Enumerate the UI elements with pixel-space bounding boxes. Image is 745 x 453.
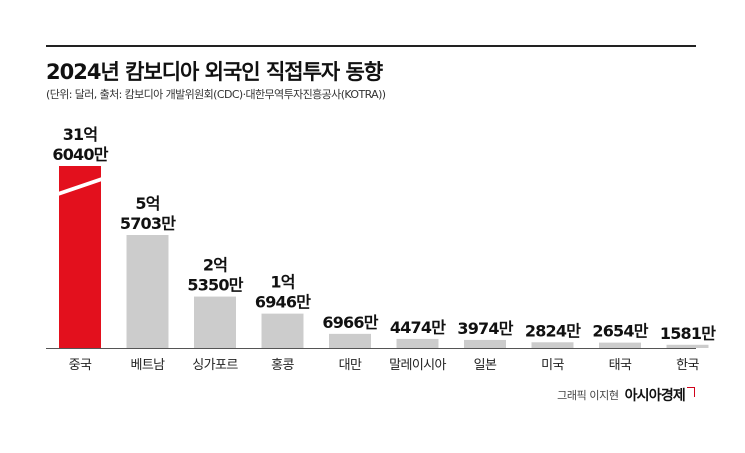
chart-title: 2024년 캄보디아 외국인 직접투자 동향: [46, 60, 383, 84]
data-label-8-0: 2654만: [592, 322, 648, 341]
data-label-9-0: 1581만: [660, 324, 716, 343]
bar-0: [59, 166, 101, 348]
bar-5: [396, 338, 439, 348]
category-label-2: 싱가포르: [192, 358, 238, 373]
data-label-3-0: 1억: [270, 273, 294, 292]
category-label-8: 태국: [609, 358, 632, 373]
brand-mark-icon: [687, 387, 695, 397]
bar-6: [464, 339, 506, 348]
data-label-1-0: 5억: [135, 194, 159, 213]
footer: 그래픽 이지현 아시아경제: [557, 385, 695, 405]
category-label-3: 홍콩: [271, 358, 294, 373]
data-label-0-1: 6040만: [52, 145, 108, 164]
bar-7: [531, 342, 574, 348]
category-label-4: 대만: [339, 358, 362, 373]
category-label-7: 미국: [541, 358, 564, 373]
brand-logo: 아시아경제: [624, 388, 686, 404]
data-label-5-0: 4474만: [390, 318, 446, 337]
graphic-credit: 그래픽 이지현: [557, 389, 619, 402]
data-label-7-0: 2824만: [525, 321, 581, 340]
bar-3: [261, 313, 304, 348]
axis-break-mark: [58, 177, 102, 196]
chart-subtitle: (단위: 달러, 출처: 캄보디아 개발위원회(CDC)·대한무역투자진흥공사(…: [46, 88, 386, 101]
data-label-6-0: 3974만: [457, 319, 513, 338]
bar-8: [599, 342, 641, 348]
category-label-6: 일본: [474, 358, 497, 373]
data-label-1-1: 5703만: [120, 214, 176, 233]
data-label-2-1: 5350만: [187, 276, 243, 295]
bar-2: [194, 296, 236, 348]
data-label-2-0: 2억: [203, 256, 227, 275]
data-label-4-0: 6966만: [322, 313, 378, 332]
category-label-9: 한국: [676, 358, 699, 373]
bar-1: [126, 235, 169, 348]
data-label-3-1: 6946만: [255, 293, 311, 312]
top-rule: [46, 45, 696, 47]
category-label-0: 중국: [69, 358, 92, 373]
category-label-5: 말레이시아: [389, 358, 446, 373]
data-label-0-0: 31억: [63, 125, 98, 144]
category-label-1: 베트남: [130, 358, 165, 373]
bar-9: [666, 344, 709, 348]
bar-4: [329, 333, 371, 348]
